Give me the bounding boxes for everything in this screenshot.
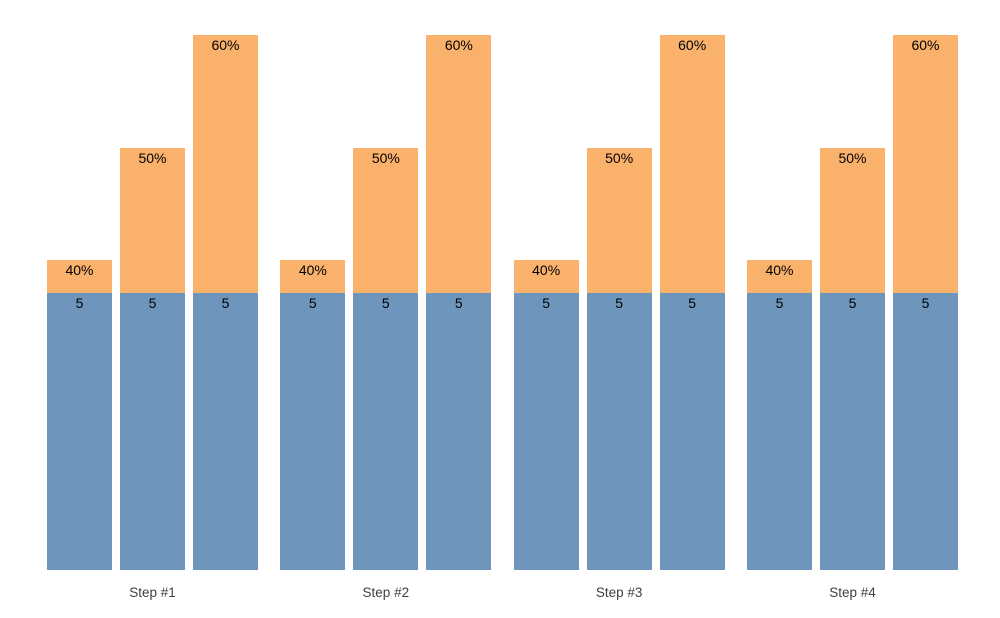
bars-row: 40% 5 50% 5 60% 5 bbox=[513, 35, 725, 570]
segment-base-label: 5 bbox=[454, 295, 463, 311]
segment-base-label: 5 bbox=[688, 295, 697, 311]
segment-base-label: 5 bbox=[542, 295, 551, 311]
segment-percent-label: 60% bbox=[911, 37, 940, 53]
segment-base-label: 5 bbox=[148, 295, 157, 311]
stacked-bar: 60% 5 bbox=[892, 35, 958, 570]
segment-percent-label: 40% bbox=[65, 262, 94, 278]
category-label-step-4: Step #4 bbox=[829, 585, 876, 600]
bar-segment-base: 5 bbox=[353, 293, 419, 570]
bar-segment-top: 50% bbox=[819, 148, 885, 293]
bar-segment-base: 5 bbox=[513, 293, 579, 570]
bar-segment-base: 5 bbox=[47, 293, 112, 570]
segment-base-label: 5 bbox=[221, 295, 230, 311]
stacked-bar: 40% 5 bbox=[280, 260, 346, 570]
bar-segment-base: 5 bbox=[659, 293, 725, 570]
bar-segment-top: 40% bbox=[746, 260, 812, 293]
bar-segment-base: 5 bbox=[120, 293, 185, 570]
bar-group-step-1: 40% 5 50% 5 60% 5 Step #1 bbox=[47, 35, 258, 600]
bar-segment-base: 5 bbox=[586, 293, 652, 570]
segment-percent-label: 50% bbox=[605, 150, 634, 166]
bar-segment-base: 5 bbox=[193, 293, 258, 570]
bar-segment-top: 50% bbox=[120, 148, 185, 293]
bar-segment-top: 40% bbox=[47, 260, 112, 293]
segment-base-label: 5 bbox=[921, 295, 930, 311]
bar-segment-base: 5 bbox=[280, 293, 346, 570]
segment-percent-label: 60% bbox=[444, 37, 473, 53]
bar-segment-top: 60% bbox=[892, 35, 958, 293]
stacked-bar: 50% 5 bbox=[353, 148, 419, 570]
bar-segment-top: 40% bbox=[513, 260, 579, 293]
category-label-step-1: Step #1 bbox=[129, 585, 176, 600]
bar-segment-top: 60% bbox=[659, 35, 725, 293]
segment-base-label: 5 bbox=[848, 295, 857, 311]
stacked-bar: 60% 5 bbox=[659, 35, 725, 570]
bar-segment-base: 5 bbox=[746, 293, 812, 570]
bar-segment-base: 5 bbox=[426, 293, 492, 570]
bar-group-step-2: 40% 5 50% 5 60% 5 Step #2 bbox=[280, 35, 492, 600]
stacked-bar: 40% 5 bbox=[746, 260, 812, 570]
bar-group-step-4: 40% 5 50% 5 60% 5 Step #4 bbox=[746, 35, 958, 600]
stacked-bar: 50% 5 bbox=[586, 148, 652, 570]
stacked-bar: 50% 5 bbox=[120, 148, 185, 570]
segment-percent-label: 60% bbox=[211, 37, 240, 53]
segment-percent-label: 50% bbox=[371, 150, 400, 166]
bar-segment-top: 50% bbox=[353, 148, 419, 293]
segment-base-label: 5 bbox=[615, 295, 624, 311]
stacked-bar: 40% 5 bbox=[513, 260, 579, 570]
stacked-bar: 60% 5 bbox=[426, 35, 492, 570]
segment-percent-label: 60% bbox=[678, 37, 707, 53]
segment-base-label: 5 bbox=[775, 295, 784, 311]
segment-percent-label: 40% bbox=[765, 262, 794, 278]
bar-segment-top: 60% bbox=[426, 35, 492, 293]
stacked-bar: 40% 5 bbox=[47, 260, 112, 570]
bars-row: 40% 5 50% 5 60% 5 bbox=[47, 35, 258, 570]
bar-segment-top: 50% bbox=[586, 148, 652, 293]
bars-row: 40% 5 50% 5 60% 5 bbox=[280, 35, 492, 570]
segment-base-label: 5 bbox=[381, 295, 390, 311]
bar-segment-top: 40% bbox=[280, 260, 346, 293]
stacked-bar: 60% 5 bbox=[193, 35, 258, 570]
category-label-step-3: Step #3 bbox=[595, 585, 643, 600]
bar-segment-top: 60% bbox=[193, 35, 258, 293]
bars-row: 40% 5 50% 5 60% 5 bbox=[746, 35, 958, 570]
bar-segment-base: 5 bbox=[892, 293, 958, 570]
stacked-bar: 50% 5 bbox=[819, 148, 885, 570]
bar-segment-base: 5 bbox=[819, 293, 885, 570]
segment-percent-label: 50% bbox=[838, 150, 867, 166]
segment-base-label: 5 bbox=[308, 295, 317, 311]
plot-area: 40% 5 50% 5 60% 5 Step #1 40% 5 bbox=[47, 35, 958, 600]
category-label-step-2: Step #2 bbox=[362, 585, 410, 600]
segment-base-label: 5 bbox=[75, 295, 84, 311]
segment-percent-label: 40% bbox=[532, 262, 561, 278]
bar-group-step-3: 40% 5 50% 5 60% 5 Step #3 bbox=[513, 35, 725, 600]
segment-percent-label: 40% bbox=[298, 262, 327, 278]
segment-percent-label: 50% bbox=[138, 150, 167, 166]
